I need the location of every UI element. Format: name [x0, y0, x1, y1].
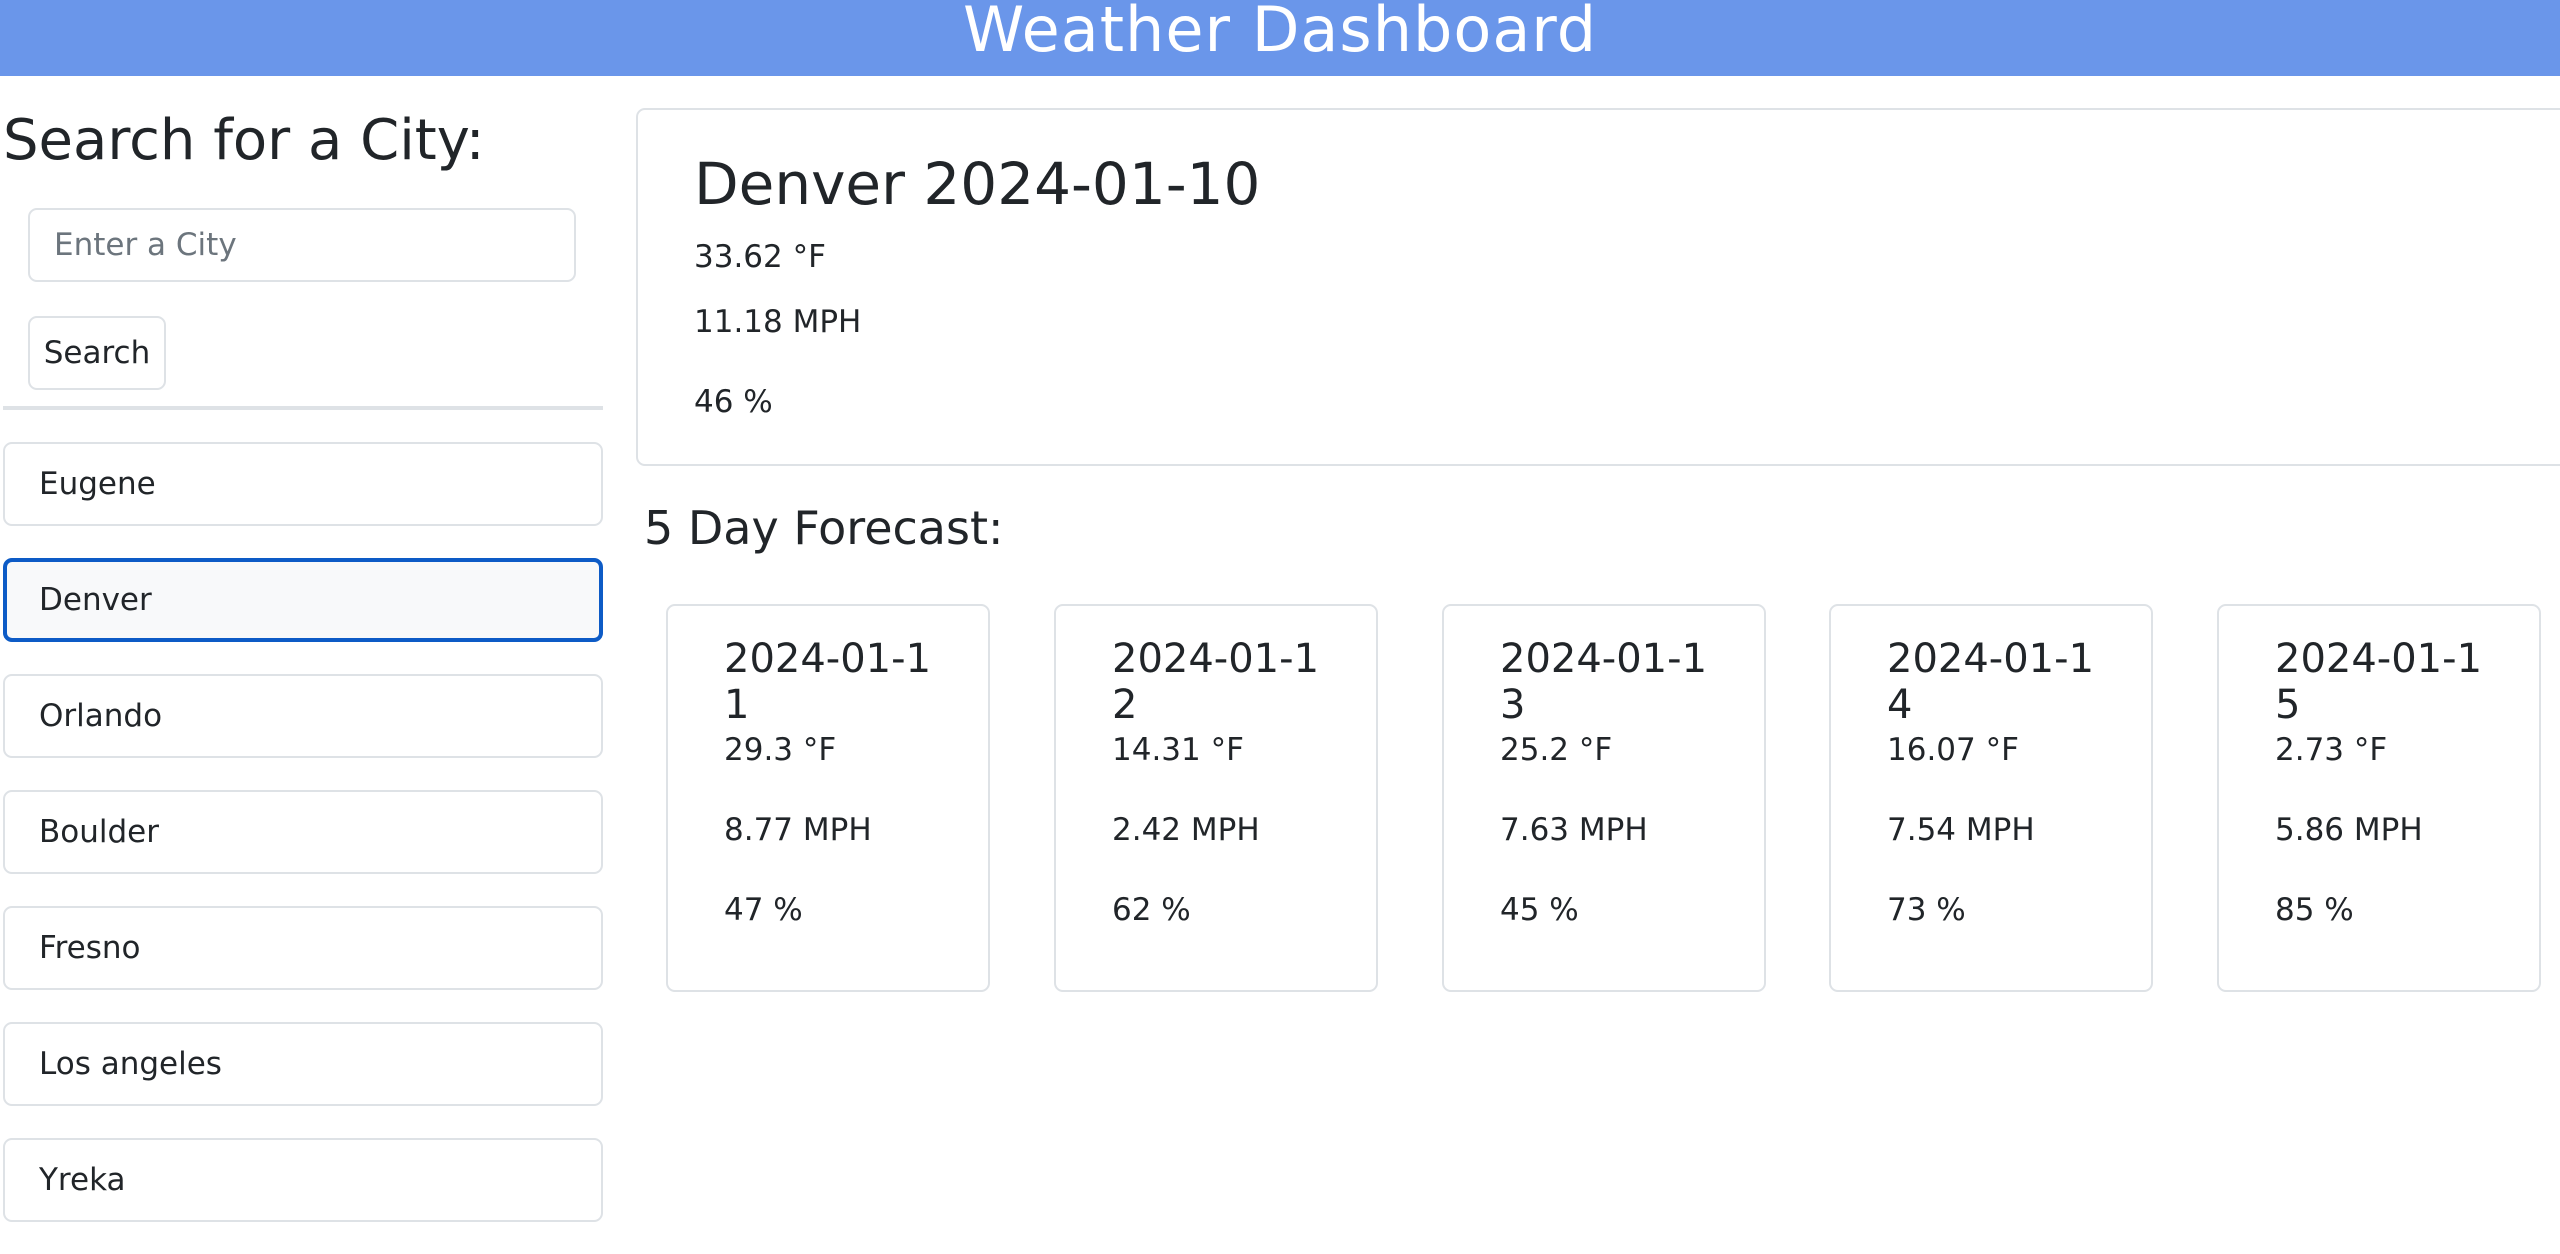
app-header: Weather Dashboard: [0, 0, 2560, 76]
forecast-temperature: 16.07 °F: [1887, 732, 2019, 768]
forecast-date: 2024-01-13: [1500, 636, 1708, 728]
forecast-humidity: 85 %: [2275, 892, 2354, 928]
forecast-wind-speed: 2.42 MPH: [1112, 812, 1260, 848]
current-city-date: Denver 2024-01-10: [694, 150, 1261, 218]
forecast-wind-speed: 7.54 MPH: [1887, 812, 2035, 848]
forecast-card: 2024-01-15 2.73 °F 5.86 MPH 85 %: [2217, 604, 2541, 992]
forecast-temperature: 2.73 °F: [2275, 732, 2388, 768]
forecast-card: 2024-01-11 29.3 °F 8.77 MPH 47 %: [666, 604, 990, 992]
forecast-wind-speed: 7.63 MPH: [1500, 812, 1648, 848]
forecast-date: 2024-01-15: [2275, 636, 2483, 728]
forecast-card: 2024-01-14 16.07 °F 7.54 MPH 73 %: [1829, 604, 2153, 992]
forecast-row: 2024-01-11 29.3 °F 8.77 MPH 47 % 2024-01…: [666, 604, 2560, 994]
history-city-fresno[interactable]: Fresno: [3, 906, 603, 990]
current-weather-card: Denver 2024-01-10 33.62 °F 11.18 MPH 46 …: [636, 108, 2560, 466]
forecast-heading: 5 Day Forecast:: [644, 501, 1004, 555]
forecast-temperature: 14.31 °F: [1112, 732, 1244, 768]
forecast-card: 2024-01-13 25.2 °F 7.63 MPH 45 %: [1442, 604, 1766, 992]
history-city-los-angeles[interactable]: Los angeles: [3, 1022, 603, 1106]
city-search-input[interactable]: [28, 208, 576, 282]
search-history-list: Eugene Denver Orlando Boulder Fresno Los…: [3, 442, 603, 1254]
current-temperature: 33.62 °F: [694, 239, 826, 275]
history-city-yreka[interactable]: Yreka: [3, 1138, 603, 1222]
current-wind-speed: 11.18 MPH: [694, 304, 862, 340]
history-city-eugene[interactable]: Eugene: [3, 442, 603, 526]
page-title: Weather Dashboard: [962, 0, 1598, 66]
search-heading: Search for a City:: [3, 108, 485, 173]
forecast-humidity: 45 %: [1500, 892, 1579, 928]
forecast-temperature: 29.3 °F: [724, 732, 837, 768]
forecast-date: 2024-01-14: [1887, 636, 2095, 728]
sidebar-divider: [3, 406, 603, 410]
forecast-humidity: 62 %: [1112, 892, 1191, 928]
history-city-boulder[interactable]: Boulder: [3, 790, 603, 874]
forecast-date: 2024-01-12: [1112, 636, 1320, 728]
forecast-card: 2024-01-12 14.31 °F 2.42 MPH 62 %: [1054, 604, 1378, 992]
forecast-date: 2024-01-11: [724, 636, 932, 728]
search-button[interactable]: Search: [28, 316, 166, 390]
forecast-wind-speed: 8.77 MPH: [724, 812, 872, 848]
forecast-wind-speed: 5.86 MPH: [2275, 812, 2423, 848]
forecast-humidity: 47 %: [724, 892, 803, 928]
forecast-temperature: 25.2 °F: [1500, 732, 1613, 768]
current-humidity: 46 %: [694, 384, 773, 420]
history-city-denver[interactable]: Denver: [3, 558, 603, 642]
history-city-orlando[interactable]: Orlando: [3, 674, 603, 758]
forecast-humidity: 73 %: [1887, 892, 1966, 928]
